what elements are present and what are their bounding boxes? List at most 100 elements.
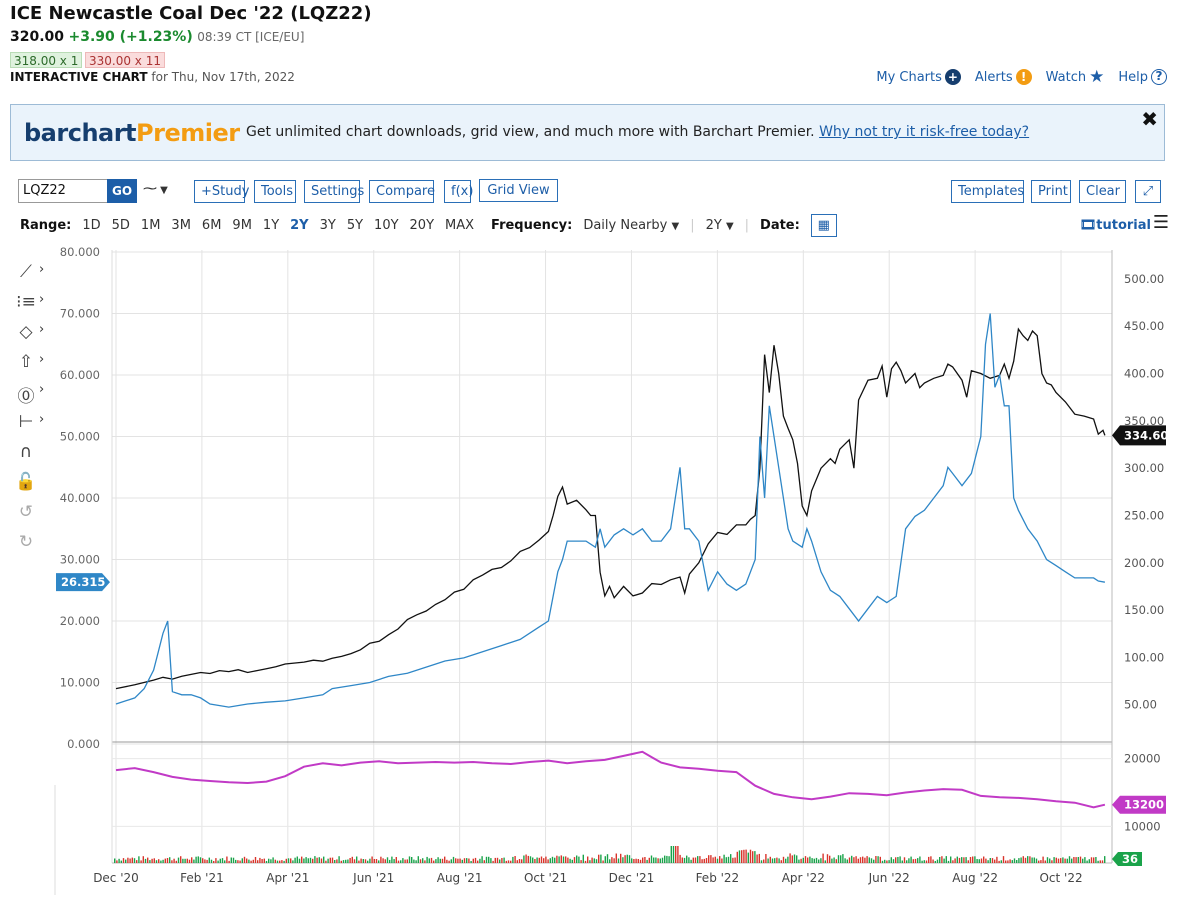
volume-bar (430, 857, 433, 863)
volume-bar (1090, 857, 1093, 863)
volume-bar (259, 857, 261, 863)
range-option-1m[interactable]: 1M (140, 218, 161, 233)
volume-bar (417, 856, 419, 863)
volume-bar (248, 859, 250, 863)
range-option-1y[interactable]: 1Y (262, 218, 280, 233)
volume-bar (294, 857, 296, 863)
volume-bar (272, 857, 274, 863)
period-dropdown[interactable]: 2Y ▼ (706, 218, 734, 233)
volume-bar (1018, 858, 1020, 863)
tutorial-link[interactable]: 🎞tutorial (1079, 218, 1151, 233)
help-link[interactable]: Help ? (1118, 69, 1167, 85)
range-option-5y[interactable]: 5Y (346, 218, 364, 233)
magnet-tool[interactable]: ∩ (12, 440, 52, 466)
volume-bar (171, 860, 173, 863)
function-button[interactable]: f(x) (444, 180, 473, 203)
range-option-3y[interactable]: 3Y (319, 218, 336, 233)
volume-bar (582, 854, 584, 863)
volume-bar (569, 858, 571, 863)
lock-tool[interactable]: 🔓 (12, 470, 52, 496)
volume-bar (501, 858, 503, 863)
range-option-6m[interactable]: 6M (201, 218, 222, 233)
divider: | (744, 218, 750, 233)
volume-bar (136, 860, 138, 863)
arrow-tool[interactable]: ⇧ › (12, 350, 52, 376)
my-charts-link[interactable]: My Charts + (876, 69, 961, 85)
grid-view-button[interactable]: Grid View (479, 179, 558, 202)
volume-bar (175, 860, 177, 863)
symbol-input[interactable]: LQZ22 (18, 179, 108, 203)
watch-link[interactable]: Watch ★ (1046, 67, 1105, 87)
chart-type-dropdown[interactable]: ⁓ ▼ (143, 181, 168, 197)
volume-bar (787, 856, 789, 863)
volume-bar (1104, 856, 1106, 863)
alerts-link[interactable]: Alerts ! (975, 69, 1032, 85)
range-option-20y[interactable]: 20Y (409, 218, 435, 233)
volume-bar (1101, 860, 1104, 863)
tools-button[interactable]: Tools (254, 180, 296, 203)
compare-button[interactable]: Compare (369, 180, 435, 203)
print-button[interactable]: Print (1031, 180, 1071, 203)
range-option-1d[interactable]: 1D (82, 218, 101, 233)
left-axis-tick: 60.000 (60, 368, 100, 382)
measure-tool[interactable]: ⊢ › (12, 410, 52, 436)
volume-bar (428, 858, 430, 863)
range-option-3m[interactable]: 3M (171, 218, 191, 233)
volume-bar (670, 846, 672, 863)
x-axis-tick: Jun '21 (352, 871, 394, 885)
volume-bar (342, 860, 345, 863)
settings-button[interactable]: Settings (304, 180, 364, 203)
volume-bar (824, 860, 826, 863)
volume-bar (624, 855, 626, 863)
x-axis-tick: Dec '20 (93, 871, 139, 885)
volume-bar (395, 857, 397, 863)
fullscreen-icon[interactable]: ⤢ (1135, 180, 1161, 203)
risk-free-link[interactable]: Why not try it risk-free today? (819, 124, 1030, 140)
watch-label: Watch (1045, 69, 1087, 85)
marker-tool[interactable]: ⓪ › (12, 380, 52, 407)
oi-last-badge (1112, 795, 1166, 814)
redo-button[interactable]: ↻ (12, 530, 52, 556)
range-option-max[interactable]: MAX (445, 218, 475, 233)
shape-tool[interactable]: ◇ › (12, 320, 52, 346)
volume-bar (910, 856, 912, 863)
range-option-5d[interactable]: 5D (111, 218, 130, 233)
calendar-icon[interactable]: ▦ (810, 214, 837, 237)
volume-bar (147, 857, 149, 863)
volume-bar (490, 858, 492, 863)
range-option-10y[interactable]: 10Y (374, 218, 399, 233)
volume-bar (1002, 856, 1005, 863)
volume-bar (243, 856, 246, 863)
volume-bar (732, 857, 734, 863)
templates-button[interactable]: Templates (951, 180, 1024, 203)
volume-bar (483, 860, 485, 863)
undo-button[interactable]: ↺ (12, 500, 52, 526)
volume-bar (479, 858, 481, 863)
study-button[interactable]: +Study (194, 180, 249, 203)
line-tool[interactable]: ⟋ › (12, 260, 52, 286)
x-axis-tick: Apr '22 (782, 871, 825, 885)
volume-bar (1033, 857, 1035, 863)
fibonacci-tool[interactable]: ⁝≡ › (12, 290, 52, 316)
volume-bar (584, 860, 587, 863)
volume-bar (114, 858, 116, 863)
range-option-9m[interactable]: 9M (232, 218, 252, 233)
volume-bar (807, 857, 809, 863)
close-icon[interactable]: ✖ (1141, 107, 1158, 131)
volume-bar (1075, 857, 1077, 863)
frequency-dropdown[interactable]: Daily Nearby ▼ (583, 218, 679, 233)
volume-bar (716, 858, 719, 863)
price-chart[interactable]: 80.000 70.000 60.000 50.000 40.000 30.000 20.0… (0, 245, 1185, 912)
volume-bar (683, 857, 686, 863)
go-button[interactable]: GO (107, 179, 137, 203)
volume-bar (985, 858, 987, 863)
volume-bar (292, 860, 294, 863)
volume-bar (426, 856, 428, 863)
volume-bar (422, 858, 424, 863)
volume-bar (578, 856, 580, 863)
volume-bar (169, 857, 171, 863)
menu-icon[interactable]: ☰ (1152, 212, 1169, 233)
clear-button[interactable]: Clear (1079, 180, 1126, 203)
volume-bar (917, 858, 919, 863)
range-option-2y[interactable]: 2Y (290, 218, 309, 233)
